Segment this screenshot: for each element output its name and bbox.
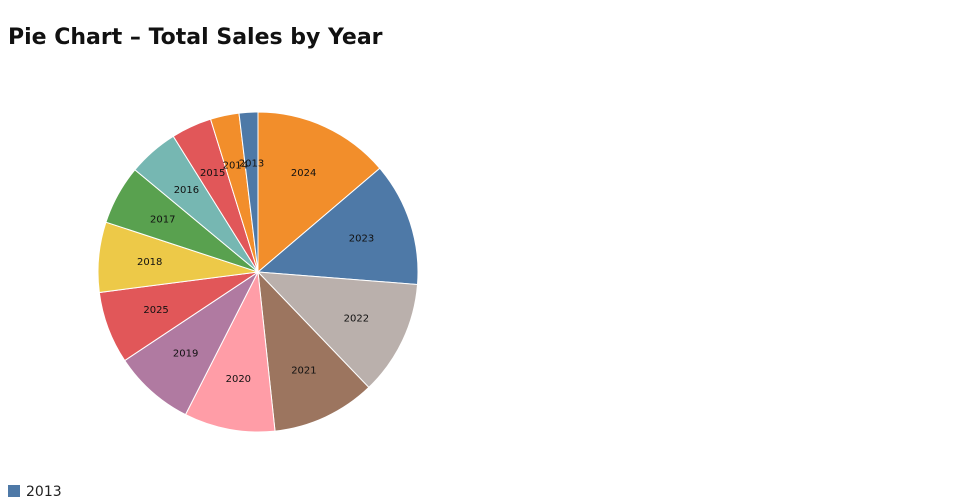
- slice-label: 2015: [200, 168, 225, 179]
- legend-label: 2013: [26, 484, 62, 500]
- slice-label: 2019: [173, 348, 198, 359]
- slice-label: 2021: [291, 366, 316, 377]
- slice-label: 2024: [291, 168, 316, 179]
- slice-label: 2018: [137, 257, 162, 268]
- slice-label: 2016: [174, 185, 199, 196]
- slice-label: 2022: [344, 314, 369, 325]
- slice-label: 2013: [239, 158, 264, 169]
- slice-label: 2017: [150, 214, 175, 225]
- pie-slice: [257, 270, 370, 432]
- slice-label: 2014: [223, 161, 248, 172]
- pie-slice: [238, 111, 259, 273]
- slice-label: 2025: [143, 305, 168, 316]
- slice-label: 2020: [226, 374, 251, 385]
- pie-slice: [184, 270, 276, 433]
- slice-label: 2023: [349, 233, 374, 244]
- chart-title: Pie Chart – Total Sales by Year: [8, 25, 383, 50]
- pie-slice: [257, 111, 381, 274]
- legend-swatch: [8, 485, 20, 497]
- pie-slice: [256, 167, 419, 286]
- pie-slice: [256, 271, 419, 389]
